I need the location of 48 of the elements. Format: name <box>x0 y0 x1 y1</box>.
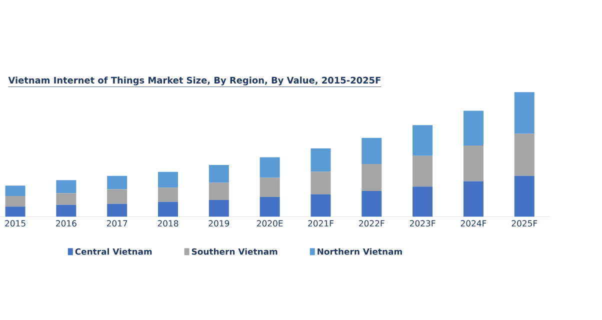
x-tick-label: 2022F <box>359 220 384 227</box>
bar <box>463 146 484 182</box>
bar <box>514 134 534 176</box>
x-tick-label: 2016 <box>56 220 76 227</box>
bar <box>208 200 229 217</box>
legend-label: Central Vietnam <box>75 248 152 255</box>
bar <box>158 202 178 217</box>
x-tick-label: 2020E <box>257 220 283 227</box>
bar <box>5 196 26 207</box>
x-tick-label: 2018 <box>158 220 178 227</box>
bar <box>514 92 534 134</box>
bar <box>56 193 76 205</box>
bar <box>107 176 128 190</box>
x-tick-label: 2021F <box>308 220 334 227</box>
bar <box>310 172 331 194</box>
bar <box>310 148 331 172</box>
bar <box>514 176 534 217</box>
chart-title: Vietnam Internet of Things Market Size, By Region, By Value, 2015-2025F <box>8 76 380 86</box>
bar <box>412 156 433 187</box>
bar <box>362 190 382 217</box>
x-tick-label: 2017 <box>106 220 128 227</box>
bar <box>5 206 26 217</box>
bar <box>5 186 26 196</box>
bar <box>463 181 484 217</box>
bar <box>260 157 280 178</box>
bar <box>158 172 178 188</box>
bar <box>158 188 178 202</box>
bar <box>208 164 229 183</box>
bar <box>107 189 128 204</box>
bar <box>412 125 433 156</box>
bar <box>56 204 76 217</box>
legend-label: Southern Vietnam <box>192 248 278 255</box>
x-tick-label: 2025F <box>512 220 538 227</box>
bar <box>260 196 280 217</box>
bar <box>56 180 76 194</box>
x-tick-label: 2023F <box>410 220 436 227</box>
bar <box>260 178 280 197</box>
legend-label: Northern Vietnam <box>318 248 402 255</box>
x-tick-label: 2024F <box>460 220 486 227</box>
bar <box>362 138 382 164</box>
bar <box>412 186 433 217</box>
bar <box>463 110 484 146</box>
bar <box>107 204 128 217</box>
bar <box>362 164 382 191</box>
bar <box>310 194 331 217</box>
x-tick-label: 2019 <box>208 220 230 227</box>
x-tick-label: 2015 <box>5 220 26 227</box>
bar <box>208 182 229 200</box>
